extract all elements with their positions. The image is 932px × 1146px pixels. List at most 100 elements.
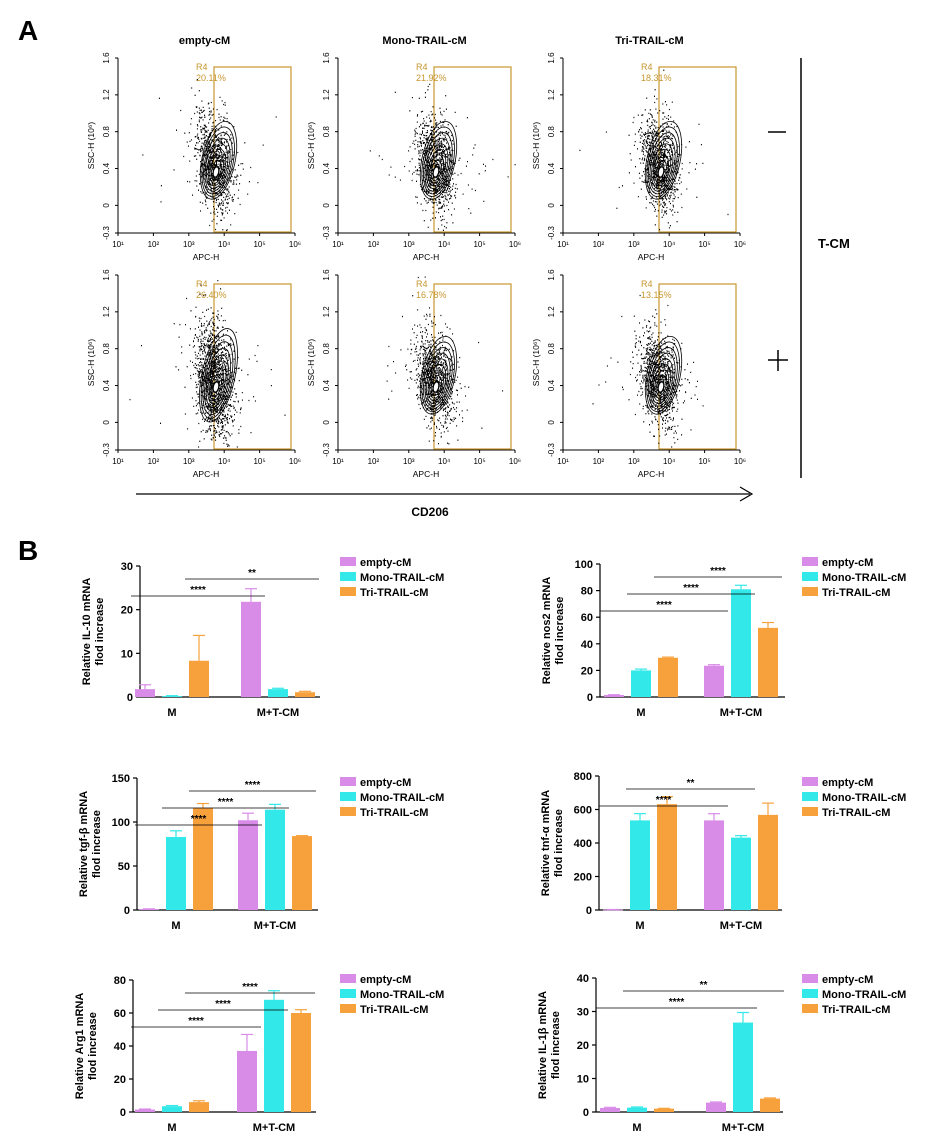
event-dots bbox=[579, 69, 729, 231]
y-axis-label-line2: flod increase bbox=[91, 810, 103, 878]
contour-line bbox=[419, 335, 458, 415]
contour-line bbox=[430, 375, 442, 396]
x-tick-label: 10³ bbox=[628, 240, 640, 249]
bar bbox=[627, 1107, 647, 1112]
y-tick-label: 0 bbox=[322, 203, 331, 208]
y-tick-label: 0 bbox=[124, 905, 130, 917]
y-tick-label: 20 bbox=[121, 605, 133, 617]
y-tick-label: 100 bbox=[112, 817, 130, 829]
y-tick-label: 1.6 bbox=[102, 269, 111, 281]
y-tick-label: 0.8 bbox=[547, 126, 556, 138]
contour-line bbox=[206, 143, 229, 189]
y-tick-label: 0 bbox=[120, 1107, 126, 1119]
y-tick-label: -0.3 bbox=[322, 443, 331, 457]
contour-line bbox=[651, 358, 674, 404]
contour-line bbox=[657, 165, 665, 179]
y-tick-label: 1.2 bbox=[102, 306, 111, 318]
contour-line bbox=[652, 363, 672, 402]
x-axis-label: APC-H bbox=[638, 252, 664, 262]
y-axis-label-line1: Relative IL-1β mRNA bbox=[537, 991, 549, 1099]
gate-percentage: 13.15% bbox=[641, 290, 672, 300]
contour-line bbox=[426, 143, 449, 189]
legend-swatch bbox=[802, 792, 818, 801]
y-tick-label: 0 bbox=[586, 905, 592, 917]
y-axis-label: Relative tgf-β mRNAflod increase bbox=[78, 791, 103, 897]
y-tick-label: 0.4 bbox=[102, 162, 111, 174]
y-tick-label: 30 bbox=[121, 561, 133, 573]
legend-label: empty-cM bbox=[360, 974, 411, 986]
event-dots bbox=[129, 279, 286, 448]
contour-line bbox=[419, 120, 458, 200]
bar bbox=[760, 1098, 780, 1112]
gate-r4 bbox=[658, 283, 737, 450]
y-tick-label: 0 bbox=[127, 692, 133, 704]
contour-line bbox=[421, 341, 455, 412]
contour-line bbox=[644, 335, 683, 415]
x-category-label: M+T-CM bbox=[722, 1122, 764, 1134]
y-axis-label: Relative tnf-α mRNAflod increase bbox=[540, 790, 565, 896]
x-tick-label: 10⁴ bbox=[438, 457, 451, 466]
bar bbox=[264, 999, 284, 1112]
panel-label-b: B bbox=[18, 535, 38, 566]
bar-chart: 0 20 40 60 80 100 Relative nos2 mRNAflod incre… bbox=[541, 557, 906, 719]
x-tick-label: 10³ bbox=[403, 457, 415, 466]
column-title: Mono-TRAIL-cM bbox=[382, 35, 466, 47]
x-tick-label: 10² bbox=[148, 457, 160, 466]
contour-line bbox=[655, 160, 667, 181]
contour-line bbox=[205, 354, 229, 408]
x-tick-label: 10¹ bbox=[332, 240, 344, 249]
contour-line bbox=[210, 160, 222, 181]
contour-line bbox=[200, 334, 236, 419]
y-tick-label: 1.6 bbox=[322, 269, 331, 281]
legend-label: Mono-TRAIL-cM bbox=[360, 792, 444, 804]
bar bbox=[704, 665, 724, 697]
legend-label: Mono-TRAIL-cM bbox=[822, 792, 906, 804]
legend-label: Mono-TRAIL-cM bbox=[822, 989, 906, 1001]
contour-line bbox=[199, 328, 238, 423]
contour-line bbox=[424, 352, 451, 407]
legend-label: Tri-TRAIL-cM bbox=[360, 1004, 428, 1016]
y-tick-label: 20 bbox=[114, 1074, 126, 1086]
bar bbox=[189, 1102, 209, 1112]
contour-line bbox=[209, 367, 225, 401]
flow-plot: -0.3 0 0.4 0.8 1.2 1.6 10¹ 10² 10³ 10⁴ 10⁵ 10⁶ APC-H… bbox=[531, 269, 746, 479]
x-tick-label: 10³ bbox=[403, 240, 415, 249]
plus-sign bbox=[768, 350, 788, 371]
bar bbox=[139, 909, 159, 910]
y-axis-label: Relative nos2 mRNAflod increase bbox=[541, 577, 566, 685]
contour-line bbox=[427, 148, 447, 187]
x-tick-label: 10¹ bbox=[557, 457, 569, 466]
contour-core bbox=[212, 381, 220, 393]
y-tick-label: 40 bbox=[577, 973, 589, 985]
significance-stars: **** bbox=[669, 997, 685, 1008]
significance-stars: **** bbox=[656, 795, 672, 806]
y-tick-label: 10 bbox=[121, 648, 133, 660]
significance-stars: **** bbox=[710, 566, 726, 577]
x-tick-label: 10⁶ bbox=[734, 457, 746, 466]
gate-percentage: 21.92% bbox=[416, 73, 447, 83]
y-axis-label-line2: flod increase bbox=[550, 1011, 562, 1079]
x-category-label: M+T-CM bbox=[720, 707, 762, 719]
y-tick-label: -0.3 bbox=[322, 226, 331, 240]
legend-label: Tri-TRAIL-cM bbox=[822, 587, 890, 599]
legend-swatch bbox=[802, 989, 818, 998]
significance-stars: **** bbox=[218, 797, 234, 808]
significance-stars: ** bbox=[687, 778, 695, 789]
bar bbox=[162, 696, 182, 697]
x-axis-label: APC-H bbox=[638, 469, 664, 479]
x-tick-label: 10² bbox=[368, 457, 380, 466]
legend-swatch bbox=[802, 572, 818, 581]
x-axis-label: APC-H bbox=[413, 252, 439, 262]
bar bbox=[733, 1022, 753, 1112]
contour-line bbox=[201, 126, 235, 197]
gate-percentage: 18.31% bbox=[641, 73, 672, 83]
legend-swatch bbox=[802, 807, 818, 816]
x-category-label: M+T-CM bbox=[254, 920, 296, 932]
x-tick-label: 10⁵ bbox=[253, 457, 265, 466]
legend-swatch bbox=[802, 587, 818, 596]
bar bbox=[268, 689, 288, 697]
contour-line bbox=[649, 352, 676, 407]
bar bbox=[658, 657, 678, 697]
y-axis-label: Relative IL-10 mRNAflod increase bbox=[81, 578, 106, 686]
y-tick-label: 0.4 bbox=[547, 162, 556, 174]
